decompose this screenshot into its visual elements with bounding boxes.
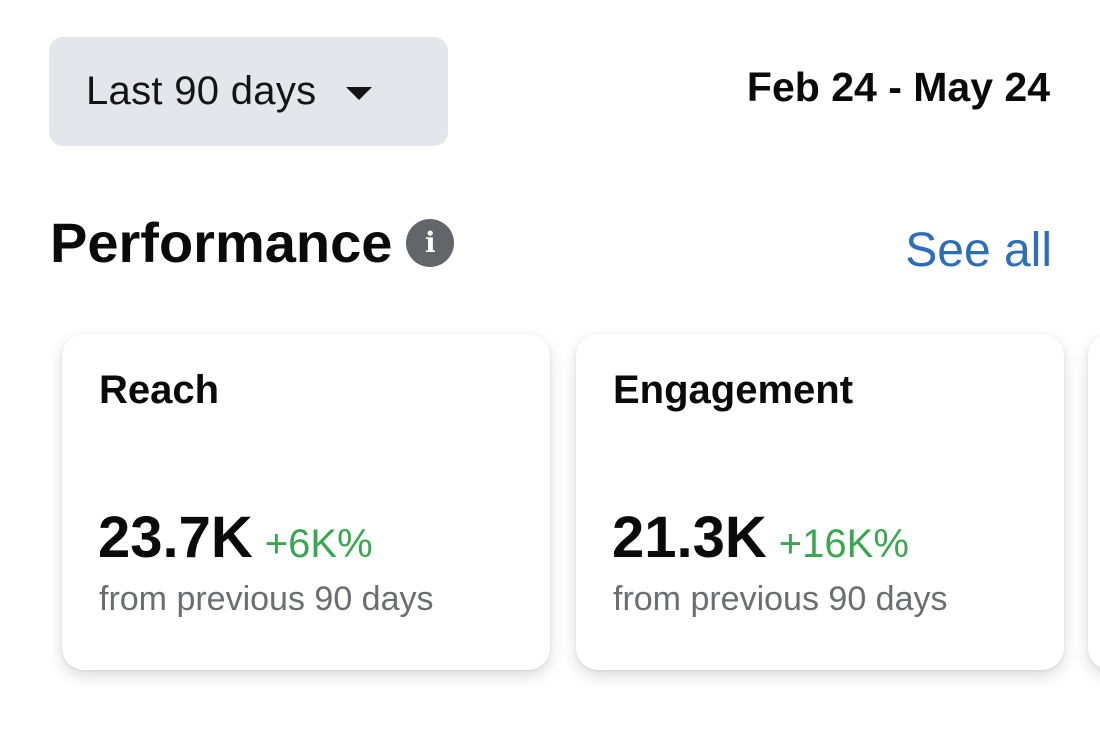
card-metric-row: 21.3K +16K% bbox=[612, 504, 909, 571]
info-icon[interactable]: i bbox=[406, 218, 455, 267]
card-value: 23.7K bbox=[98, 505, 253, 570]
date-range-dropdown[interactable]: Last 90 days bbox=[49, 37, 448, 146]
see-all-link[interactable]: See all bbox=[905, 224, 1052, 277]
card-change-badge: +16K% bbox=[778, 522, 909, 566]
card-value: 21.3K bbox=[612, 505, 767, 570]
card-title: Reach bbox=[99, 368, 220, 412]
date-range-text: Feb 24 - May 24 bbox=[746, 64, 1050, 110]
section-title: Performance bbox=[50, 211, 393, 274]
card-title: Engagement bbox=[613, 368, 854, 412]
engagement-card[interactable]: Engagement 21.3K +16K% from previous 90 … bbox=[576, 334, 1064, 670]
card-subtitle: from previous 90 days bbox=[613, 580, 948, 618]
reach-card[interactable]: Reach 23.7K +6K% from previous 90 days bbox=[62, 334, 550, 670]
caret-down-icon bbox=[346, 86, 373, 100]
card-subtitle: from previous 90 days bbox=[99, 580, 434, 618]
performance-header: Performance i bbox=[50, 210, 455, 275]
date-range-dropdown-label: Last 90 days bbox=[86, 69, 317, 113]
next-card-peek[interactable] bbox=[1088, 334, 1100, 670]
card-metric-row: 23.7K +6K% bbox=[98, 504, 373, 571]
card-change-badge: +6K% bbox=[264, 522, 373, 566]
